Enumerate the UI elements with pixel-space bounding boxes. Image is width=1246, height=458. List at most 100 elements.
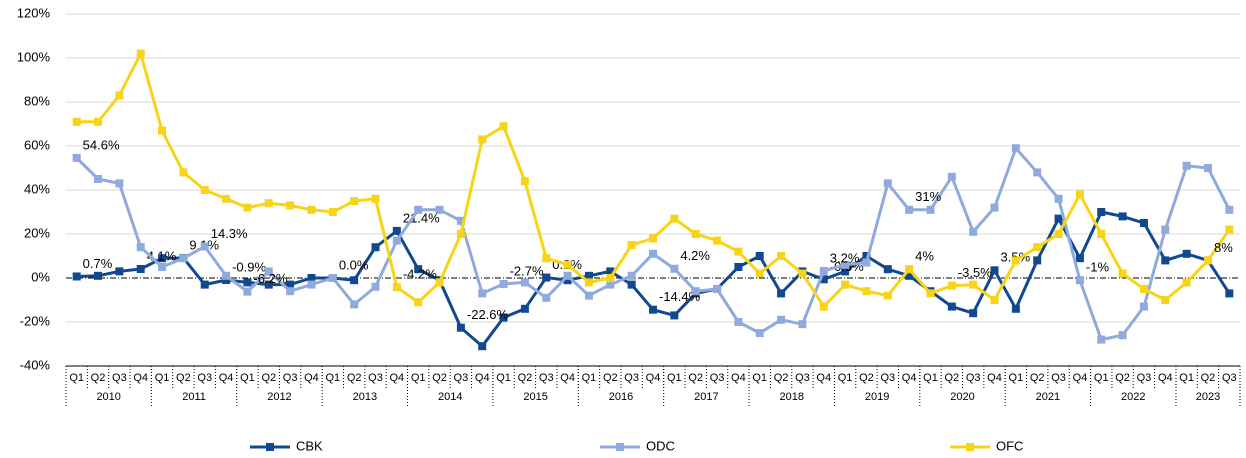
data-point	[969, 309, 978, 318]
data-point	[371, 282, 380, 291]
data-point	[947, 281, 956, 290]
x-tick-label: Q3	[966, 372, 981, 384]
legend-label: OFC	[996, 438, 1023, 453]
data-point	[969, 280, 978, 289]
x-tick-label: Q4	[731, 372, 746, 384]
data-point	[1139, 219, 1148, 227]
data-point	[499, 313, 508, 322]
data-point	[883, 291, 892, 300]
data-point	[158, 254, 167, 263]
data-point	[328, 274, 337, 282]
x-tick-label: Q4	[1158, 372, 1173, 384]
data-point	[990, 203, 999, 212]
data-point	[94, 271, 103, 280]
data-point	[158, 126, 167, 135]
x-tick-label: Q3	[795, 372, 810, 384]
data-label: 14.3%	[211, 226, 248, 241]
data-point	[819, 266, 828, 275]
x-tick-label: Q2	[774, 372, 789, 384]
x-tick-label: Q2	[944, 372, 959, 384]
x-tick-label: Q3	[1051, 372, 1066, 384]
data-point	[1075, 190, 1084, 199]
legend-marker	[616, 443, 624, 451]
x-tick-label: Q3	[1137, 372, 1152, 384]
data-point	[350, 197, 359, 205]
data-point	[222, 275, 231, 284]
data-point	[1011, 144, 1020, 153]
x-tick-label: Q4	[987, 372, 1002, 384]
data-point	[542, 273, 551, 282]
data-point	[435, 205, 444, 214]
x-group-label: 2022	[1121, 391, 1145, 403]
data-point	[819, 302, 828, 311]
data-point	[777, 289, 786, 298]
data-point	[947, 172, 956, 181]
x-tick-label: Q1	[411, 372, 426, 384]
data-point	[777, 315, 786, 324]
data-point	[72, 272, 81, 281]
x-tick-label: Q4	[560, 372, 575, 384]
data-point	[286, 280, 295, 289]
legend-label: CBK	[296, 438, 323, 453]
data-point	[841, 267, 850, 276]
data-point	[94, 175, 103, 183]
x-group-label: 2015	[523, 391, 547, 403]
x-tick-label: Q1	[69, 372, 84, 384]
x-tick-label: Q3	[624, 372, 639, 384]
data-point	[371, 243, 380, 252]
x-tick-label: Q3	[710, 372, 725, 384]
data-point	[94, 117, 103, 126]
y-tick-label: 0%	[31, 269, 50, 284]
x-tick-label: Q1	[1094, 372, 1109, 384]
data-point	[499, 279, 508, 288]
x-tick-label: Q4	[475, 372, 490, 384]
data-point	[1054, 230, 1063, 238]
data-point	[1139, 302, 1148, 311]
data-point	[1225, 225, 1234, 234]
x-group-label: 2014	[438, 391, 462, 403]
data-point	[691, 230, 700, 238]
x-group-label: 2023	[1196, 391, 1220, 403]
data-label: 3.2%	[830, 250, 860, 265]
data-point	[990, 296, 999, 304]
x-tick-label: Q4	[304, 372, 319, 384]
data-point	[115, 91, 124, 100]
data-point	[478, 342, 487, 351]
data-point	[1225, 289, 1234, 298]
x-group-label: 2016	[609, 391, 633, 403]
data-point	[158, 263, 167, 271]
data-label: 0.7%	[83, 256, 113, 271]
y-tick-label: 120%	[17, 5, 51, 20]
data-point	[841, 280, 850, 289]
data-point	[1097, 208, 1106, 216]
data-point	[905, 265, 914, 274]
x-tick-label: Q1	[838, 372, 853, 384]
legend-marker	[966, 443, 974, 451]
data-point	[990, 266, 999, 275]
data-point	[584, 291, 593, 300]
x-tick-label: Q2	[688, 372, 703, 384]
data-label: 4.2%	[680, 248, 710, 263]
data-point	[307, 205, 316, 214]
data-label: -14.4%	[659, 289, 701, 304]
x-tick-label: Q4	[902, 372, 917, 384]
data-point	[1097, 335, 1106, 344]
data-point	[798, 269, 807, 278]
data-point	[755, 252, 764, 260]
data-point	[1161, 296, 1170, 304]
data-point	[606, 267, 615, 276]
data-point	[414, 205, 423, 214]
data-point	[862, 258, 871, 267]
data-point	[755, 329, 764, 337]
data-point	[670, 214, 679, 223]
data-point	[243, 278, 252, 287]
data-point	[606, 280, 615, 289]
data-point	[883, 179, 892, 188]
data-point	[1011, 256, 1020, 265]
data-point	[563, 276, 572, 285]
x-tick-label: Q3	[368, 372, 383, 384]
data-point	[520, 278, 529, 287]
data-point	[200, 280, 209, 289]
data-point	[520, 177, 529, 186]
data-point	[755, 269, 764, 278]
